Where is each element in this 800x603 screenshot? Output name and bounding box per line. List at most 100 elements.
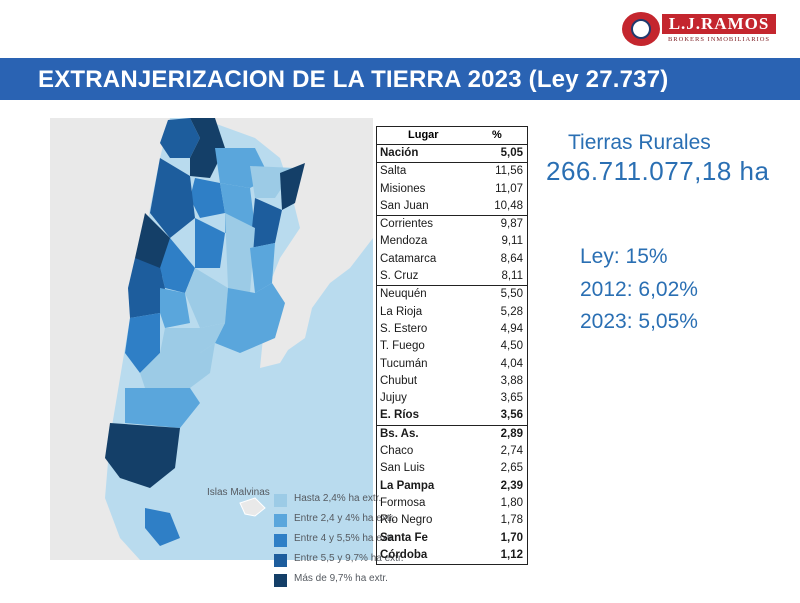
row-pct: 2,39 — [500, 479, 523, 492]
table-row: Río Negro 1,78 — [377, 512, 527, 529]
legend-swatch — [274, 494, 287, 507]
legend-swatch — [274, 574, 287, 587]
table-row: Mendoza 9,11 — [377, 233, 527, 250]
row-place: Chaco — [380, 445, 414, 458]
table-row: San Juan 10,48 — [377, 198, 527, 215]
legend-label: Más de 9,7% ha extr. — [294, 573, 388, 584]
row-pct: 4,94 — [500, 322, 523, 335]
legend-label: Entre 4 y 5,5% ha extr. — [294, 533, 396, 544]
neighbor-land-north — [200, 118, 373, 368]
province-cordoba — [185, 268, 228, 328]
province-rio-negro — [140, 343, 215, 388]
row-place: Salta — [380, 165, 407, 178]
year-2012-line: 2012: 6,02% — [580, 278, 698, 301]
table-row: Salta 11,56 — [377, 162, 527, 180]
row-pct: 9,11 — [501, 235, 523, 248]
province-san-luis — [160, 288, 190, 328]
province-mendoza — [128, 258, 165, 318]
province-entre-rios — [250, 243, 275, 293]
province-la-rioja — [160, 238, 195, 293]
row-pct: 8,11 — [501, 270, 523, 283]
province-tucuman — [190, 178, 225, 218]
province-la-pampa — [160, 323, 225, 353]
legend-swatch — [274, 534, 287, 547]
row-place: Córdoba — [380, 548, 428, 561]
logo-seal-icon — [622, 12, 660, 46]
row-pct: 4,50 — [500, 340, 523, 353]
row-pct: 1,78 — [500, 514, 523, 527]
row-place: S. Cruz — [380, 270, 419, 283]
row-place: Neuquén — [380, 288, 427, 301]
table-row: La Rioja 5,28 — [377, 304, 527, 321]
row-pct: 3,65 — [500, 392, 523, 405]
province-santa-cruz — [105, 423, 180, 488]
table-row: Catamarca 8,64 — [377, 251, 527, 268]
province-buenos-aires — [215, 283, 285, 353]
percentage-table: Lugar % Nación 5,05 Salta 11,56 Misiones 11,0… — [376, 126, 528, 566]
row-place: Catamarca — [380, 252, 437, 265]
table-row: Corrientes 9,87 — [377, 215, 527, 233]
row-pct: 1,12 — [500, 548, 523, 561]
page-title: EXTRANJERIZACION DE LA TIERRA 2023 (Ley … — [38, 66, 669, 93]
legend-label: Hasta 2,4% ha extr. — [294, 493, 382, 504]
table-row: Córdoba 1,12 — [377, 547, 527, 564]
legend-label: Entre 2,4 y 4% ha extr. — [294, 513, 396, 524]
row-place: La Pampa — [380, 479, 435, 492]
neighbor-land-west — [50, 118, 170, 560]
province-jujuy — [160, 118, 200, 158]
legend-swatch — [274, 514, 287, 527]
row-pct: 10,48 — [494, 199, 523, 212]
row-place: Chubut — [380, 374, 418, 387]
table-row: Bs. As. 2,89 — [377, 424, 527, 443]
table-header: Lugar % — [377, 127, 527, 145]
row-place: T. Fuego — [380, 340, 425, 353]
header-lugar: Lugar — [408, 129, 439, 141]
header-pct: % — [492, 129, 502, 141]
logo-name: L.J.RAMOS — [662, 14, 776, 34]
row-pct: 11,07 — [495, 182, 523, 195]
row-place: Nación — [380, 147, 419, 159]
row-pct: 2,89 — [500, 427, 523, 440]
table-row: Santa Fe 1,70 — [377, 530, 527, 547]
row-pct: 1,70 — [500, 531, 523, 544]
table-row: Misiones 11,07 — [377, 181, 527, 198]
row-pct: 2,65 — [500, 462, 523, 475]
ley-line: Ley: 15% — [580, 245, 668, 268]
legend-swatch — [274, 554, 287, 567]
map-svg — [50, 118, 373, 560]
row-place: San Luis — [380, 462, 425, 475]
province-santa-fe — [225, 213, 255, 293]
row-place: Formosa — [380, 496, 426, 509]
row-place: La Rioja — [380, 305, 423, 318]
title-band: EXTRANJERIZACION DE LA TIERRA 2023 (Ley … — [0, 58, 800, 100]
row-place: Río Negro — [380, 514, 433, 527]
table-row: San Luis 2,65 — [377, 460, 527, 477]
row-pct: 9,87 — [500, 218, 523, 231]
row-place: Santa Fe — [380, 531, 428, 544]
province-tierra-del-fuego — [145, 508, 180, 546]
table-row: S. Estero 4,94 — [377, 321, 527, 338]
province-chubut — [125, 388, 200, 428]
table-row: Chaco 2,74 — [377, 443, 527, 460]
province-catamarca — [150, 158, 195, 238]
table-row: S. Cruz 8,11 — [377, 268, 527, 285]
row-pct: 1,80 — [500, 496, 523, 509]
table-row: Formosa 1,80 — [377, 495, 527, 512]
table-row: Chubut 3,88 — [377, 373, 527, 390]
table-row: Tucumán 4,04 — [377, 356, 527, 373]
row-place: Corrientes — [380, 218, 434, 231]
province-corrientes — [250, 198, 282, 248]
row-place: Mendoza — [380, 235, 428, 248]
row-place: Jujuy — [380, 392, 407, 405]
row-pct: 3,56 — [500, 409, 523, 422]
row-pct: 11,56 — [495, 165, 523, 178]
row-pct: 3,88 — [500, 374, 523, 387]
province-neuquen — [125, 313, 160, 373]
table-row: T. Fuego 4,50 — [377, 338, 527, 355]
table-row: Jujuy 3,65 — [377, 390, 527, 407]
row-pct: 2,74 — [500, 445, 523, 458]
row-pct: 5,50 — [500, 288, 523, 301]
row-pct: 5,05 — [500, 147, 523, 159]
row-place: E. Ríos — [380, 409, 419, 422]
logo-tagline: BROKERS INMOBILIARIOS — [667, 36, 771, 43]
